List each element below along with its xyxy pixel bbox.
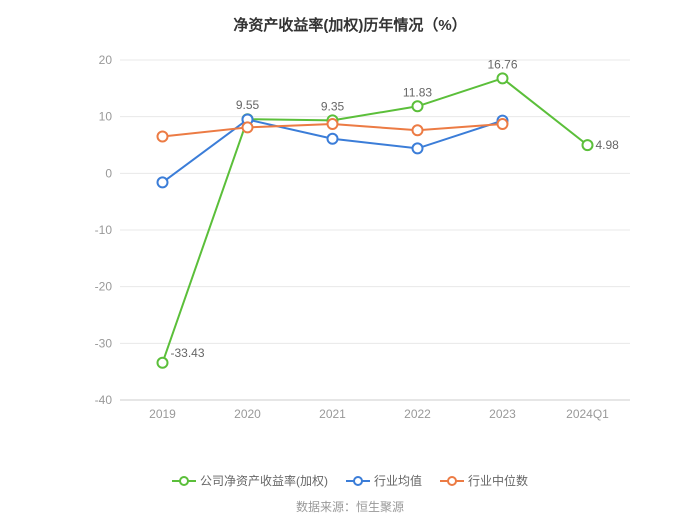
legend-label: 行业均值: [374, 472, 422, 489]
svg-text:2024Q1: 2024Q1: [566, 407, 609, 421]
legend-marker-icon: [440, 475, 464, 487]
svg-text:2021: 2021: [319, 407, 346, 421]
chart-title: 净资产收益率(加权)历年情况（%）: [0, 0, 700, 35]
svg-text:9.55: 9.55: [236, 98, 260, 112]
svg-text:10: 10: [99, 110, 113, 124]
legend-item[interactable]: 行业均值: [346, 472, 422, 489]
svg-text:16.76: 16.76: [487, 57, 517, 71]
chart-container: 净资产收益率(加权)历年情况（%） -40 -30 -20 -10 0 10 20 2019 2…: [0, 0, 700, 525]
legend-label: 行业中位数: [468, 472, 528, 489]
svg-text:-40: -40: [95, 393, 113, 407]
svg-text:2020: 2020: [234, 407, 261, 421]
legend-marker-icon: [172, 475, 196, 487]
svg-text:2019: 2019: [149, 407, 176, 421]
svg-text:2022: 2022: [404, 407, 431, 421]
svg-text:-33.43: -33.43: [171, 346, 205, 360]
svg-text:11.83: 11.83: [403, 85, 432, 99]
legend-item[interactable]: 公司净资产收益率(加权): [172, 472, 328, 489]
svg-text:20: 20: [99, 53, 113, 67]
legend-item[interactable]: 行业中位数: [440, 472, 528, 489]
svg-text:-20: -20: [95, 280, 113, 294]
svg-text:-10: -10: [95, 223, 113, 237]
data-source-footer: 数据来源：恒生聚源: [0, 498, 700, 515]
legend-label: 公司净资产收益率(加权): [200, 472, 328, 489]
svg-text:0: 0: [105, 166, 112, 180]
svg-text:4.98: 4.98: [596, 138, 620, 152]
plot-area: -40 -30 -20 -10 0 10 20 2019 2020 2021 2022 2023 202…: [90, 50, 650, 425]
svg-text:2023: 2023: [489, 407, 516, 421]
legend: 公司净资产收益率(加权) 行业均值 行业中位数: [0, 472, 700, 489]
svg-text:9.35: 9.35: [321, 99, 345, 113]
legend-marker-icon: [346, 475, 370, 487]
svg-text:-30: -30: [95, 336, 113, 350]
